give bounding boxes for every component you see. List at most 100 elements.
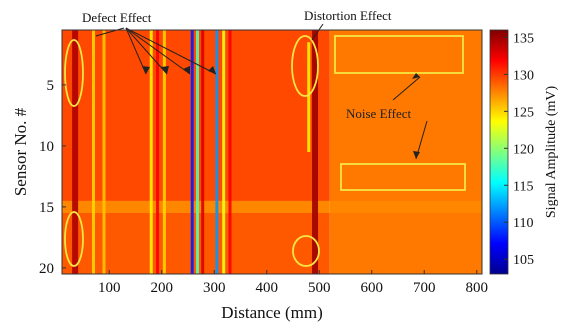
defect-ellipse-top bbox=[64, 39, 84, 107]
y-tick-label: 15 bbox=[39, 200, 54, 216]
colorbar-ticks: 105 110 115 120 125 130 135 bbox=[504, 31, 534, 268]
defect-streak bbox=[201, 30, 205, 274]
heatmap-cell bbox=[62, 237, 330, 251]
heatmap-cell bbox=[62, 213, 330, 226]
heatmap-cell bbox=[329, 127, 482, 141]
defect-streak bbox=[222, 30, 226, 274]
colorbar-tick-label: 105 bbox=[513, 253, 534, 268]
colorbar-tick-label: 115 bbox=[513, 179, 533, 194]
annotation-layer bbox=[64, 35, 466, 267]
heatmap-cell bbox=[329, 225, 482, 238]
heatmap-cell bbox=[329, 164, 482, 177]
heatmap-cell bbox=[62, 78, 330, 92]
heatmap-cell bbox=[62, 225, 330, 238]
colorbar-tick-label: 110 bbox=[513, 216, 533, 231]
heatmap-cell bbox=[62, 164, 330, 177]
x-tick-label: 400 bbox=[256, 280, 279, 296]
heatmap-cell bbox=[329, 91, 482, 104]
colorbar-tick-label: 120 bbox=[513, 142, 534, 157]
distortion-ellipse-top bbox=[291, 35, 319, 97]
heatmap-cell bbox=[329, 152, 482, 165]
heatmap-cell bbox=[62, 139, 330, 153]
heatmap-cell bbox=[62, 127, 330, 141]
heatmap-cell bbox=[62, 103, 330, 116]
heatmap-cell bbox=[329, 103, 482, 116]
y-axis-label: Sensor No. # bbox=[11, 107, 30, 196]
heatmap-cell bbox=[329, 42, 482, 55]
heatmap-cell bbox=[62, 200, 330, 214]
arrowhead bbox=[161, 66, 169, 74]
colorbar-tick-label: 135 bbox=[513, 31, 534, 46]
defect-streak bbox=[92, 30, 95, 274]
colorbar-label: Signal Amplitude (mV) bbox=[544, 86, 559, 219]
x-tick-label: 700 bbox=[413, 280, 436, 296]
heatmap-cell bbox=[329, 237, 482, 251]
x-tick-label: 500 bbox=[308, 280, 331, 296]
heatmap-cell bbox=[62, 91, 330, 104]
heatmap-cell bbox=[62, 54, 330, 68]
defect-streak bbox=[228, 30, 232, 274]
annotation-distortion-effect: Distortion Effect bbox=[304, 8, 392, 23]
heatmap-cell bbox=[62, 261, 330, 274]
heatmap-cell bbox=[329, 261, 482, 274]
defect-streak bbox=[215, 30, 219, 274]
arrowhead bbox=[413, 151, 420, 159]
heatmap-cell bbox=[62, 66, 330, 80]
heatmap-cell bbox=[62, 188, 330, 202]
heatmap-cell bbox=[329, 213, 482, 226]
heatmap-cells bbox=[62, 30, 482, 274]
defect-arrow bbox=[125, 27, 217, 75]
defect-streak bbox=[102, 30, 106, 274]
heatmap-cell bbox=[62, 42, 330, 55]
x-tick-label: 600 bbox=[361, 280, 384, 296]
heatmap-cell bbox=[62, 152, 330, 165]
x-axis-label: Distance (mm) bbox=[221, 303, 323, 322]
defect-streak bbox=[162, 30, 166, 274]
annotation-arrows bbox=[95, 23, 428, 160]
heatmap-cell bbox=[62, 30, 330, 43]
heatmap-cell bbox=[329, 54, 482, 68]
y-tick-label: 10 bbox=[39, 139, 54, 155]
y-axis-ticks: 5 10 15 20 bbox=[39, 78, 66, 277]
heatmap-cell bbox=[62, 115, 330, 129]
distortion-arrow bbox=[311, 23, 324, 41]
arrowhead bbox=[412, 73, 420, 79]
arrowhead bbox=[142, 66, 150, 74]
colorbar-tick-label: 130 bbox=[513, 68, 534, 83]
heatmap-cell bbox=[62, 176, 330, 190]
heatmap-cell bbox=[329, 188, 482, 202]
defect-streak bbox=[72, 30, 79, 274]
defect-streak bbox=[195, 30, 199, 274]
colorbar-tick-label: 125 bbox=[513, 105, 534, 120]
noise-box-bottom bbox=[340, 163, 466, 191]
defect-ellipse-bottom bbox=[64, 211, 84, 267]
defect-streaks bbox=[72, 30, 319, 274]
plot-frame bbox=[61, 29, 483, 275]
y-tick-label: 5 bbox=[47, 78, 55, 94]
annotation-noise-effect: Noise Effect bbox=[346, 106, 411, 121]
x-tick-label: 200 bbox=[151, 280, 174, 296]
heatmap-cell bbox=[329, 78, 482, 92]
heatmap-cell bbox=[329, 176, 482, 190]
plot-area bbox=[62, 30, 482, 274]
y-tick-label: 20 bbox=[39, 261, 54, 277]
defect-arrow bbox=[125, 27, 191, 75]
noise-box-top bbox=[334, 35, 464, 74]
noise-arrow-up bbox=[392, 76, 421, 101]
heatmap-cell bbox=[329, 139, 482, 153]
defect-streak bbox=[156, 30, 160, 274]
heatmap-cell bbox=[62, 249, 330, 263]
heatmap-cell bbox=[329, 249, 482, 263]
defect-arrow bbox=[95, 27, 125, 37]
distortion-ellipse-bottom bbox=[292, 235, 320, 267]
defect-streak bbox=[190, 30, 194, 274]
heatmap-cell bbox=[329, 200, 482, 214]
x-tick-label: 800 bbox=[466, 280, 489, 296]
annotation-defect-effect: Defect Effect bbox=[82, 10, 152, 25]
x-tick-label: 100 bbox=[98, 280, 121, 296]
heatmap-cell bbox=[329, 115, 482, 129]
arrowhead bbox=[208, 66, 216, 74]
colorbar bbox=[489, 29, 509, 275]
defect-streak bbox=[307, 42, 311, 153]
